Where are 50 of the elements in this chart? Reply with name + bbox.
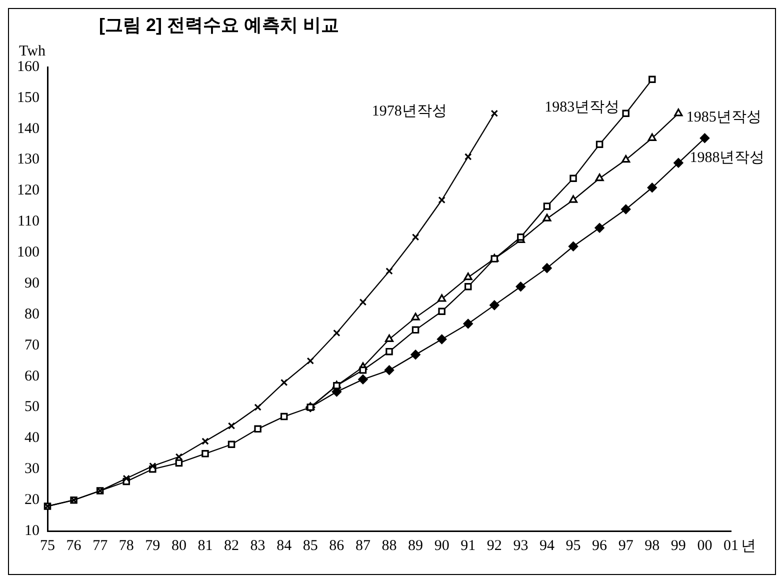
x-tick-label: 91 bbox=[460, 538, 476, 554]
series-label: 1988년작성 bbox=[690, 150, 765, 166]
y-tick-label: 160 bbox=[17, 58, 40, 75]
y-tick-label: 50 bbox=[24, 399, 40, 416]
x-tick-label: 01 bbox=[724, 538, 738, 554]
y-tick-label: 30 bbox=[24, 461, 40, 478]
x-tick-label: 82 bbox=[224, 538, 240, 554]
y-tick-label: 110 bbox=[18, 214, 40, 230]
x-tick-label: 94 bbox=[539, 538, 555, 554]
y-axis-title: Twh bbox=[19, 43, 46, 60]
series-label: 1983년작성 bbox=[544, 99, 620, 116]
y-tick-label: 10 bbox=[24, 522, 40, 539]
y-tick-label: 120 bbox=[17, 182, 40, 199]
y-tick-label: 80 bbox=[24, 306, 40, 322]
x-tick-label: 85 bbox=[302, 538, 318, 554]
x-tick-label: 92 bbox=[486, 538, 502, 554]
text: 1978년작성 bbox=[372, 103, 447, 120]
x-tick-label: 93 bbox=[513, 538, 528, 554]
x-tick-label: 77 bbox=[92, 538, 108, 554]
x-axis-title: 년 bbox=[741, 538, 756, 554]
x-tick-label: 75 bbox=[40, 538, 55, 554]
y-tick-label: 140 bbox=[17, 120, 40, 137]
x-tick-label: 81 bbox=[198, 538, 213, 554]
x-tick-label: 96 bbox=[592, 538, 608, 554]
x-tick-label: 97 bbox=[618, 538, 634, 554]
y-tick-label: 130 bbox=[17, 152, 40, 168]
y-tick-label: 60 bbox=[24, 368, 40, 384]
chart-title: [그림 2] 전력수요 예측치 비교 bbox=[99, 14, 340, 37]
y-tick-label: 20 bbox=[24, 492, 40, 508]
x-tick-label: 00 bbox=[697, 538, 712, 554]
x-tick-label: 98 bbox=[644, 538, 660, 554]
y-tick-label: 70 bbox=[24, 337, 40, 354]
y-tick-label: 150 bbox=[17, 90, 40, 106]
x-tick-label: 86 bbox=[329, 538, 345, 554]
x-tick-label: 78 bbox=[118, 538, 134, 554]
x-tick-label: 80 bbox=[171, 538, 186, 554]
y-tick-label: 90 bbox=[24, 275, 40, 292]
x-tick-label: 89 bbox=[408, 538, 424, 554]
y-tick-label: 100 bbox=[17, 244, 40, 261]
x-tick-label: 79 bbox=[145, 538, 160, 554]
x-tick-label: 90 bbox=[434, 538, 450, 554]
x-tick-label: 99 bbox=[670, 538, 686, 554]
x-tick-label: 88 bbox=[382, 538, 397, 554]
x-tick-label: 76 bbox=[66, 538, 82, 554]
x-tick-label: 84 bbox=[276, 538, 292, 554]
y-tick-label: 40 bbox=[24, 430, 40, 446]
x-tick-label: 87 bbox=[355, 538, 371, 554]
x-tick-label: 83 bbox=[250, 538, 266, 554]
series-label: 1985년작성 bbox=[686, 109, 762, 126]
x-tick-label: 95 bbox=[566, 538, 581, 554]
